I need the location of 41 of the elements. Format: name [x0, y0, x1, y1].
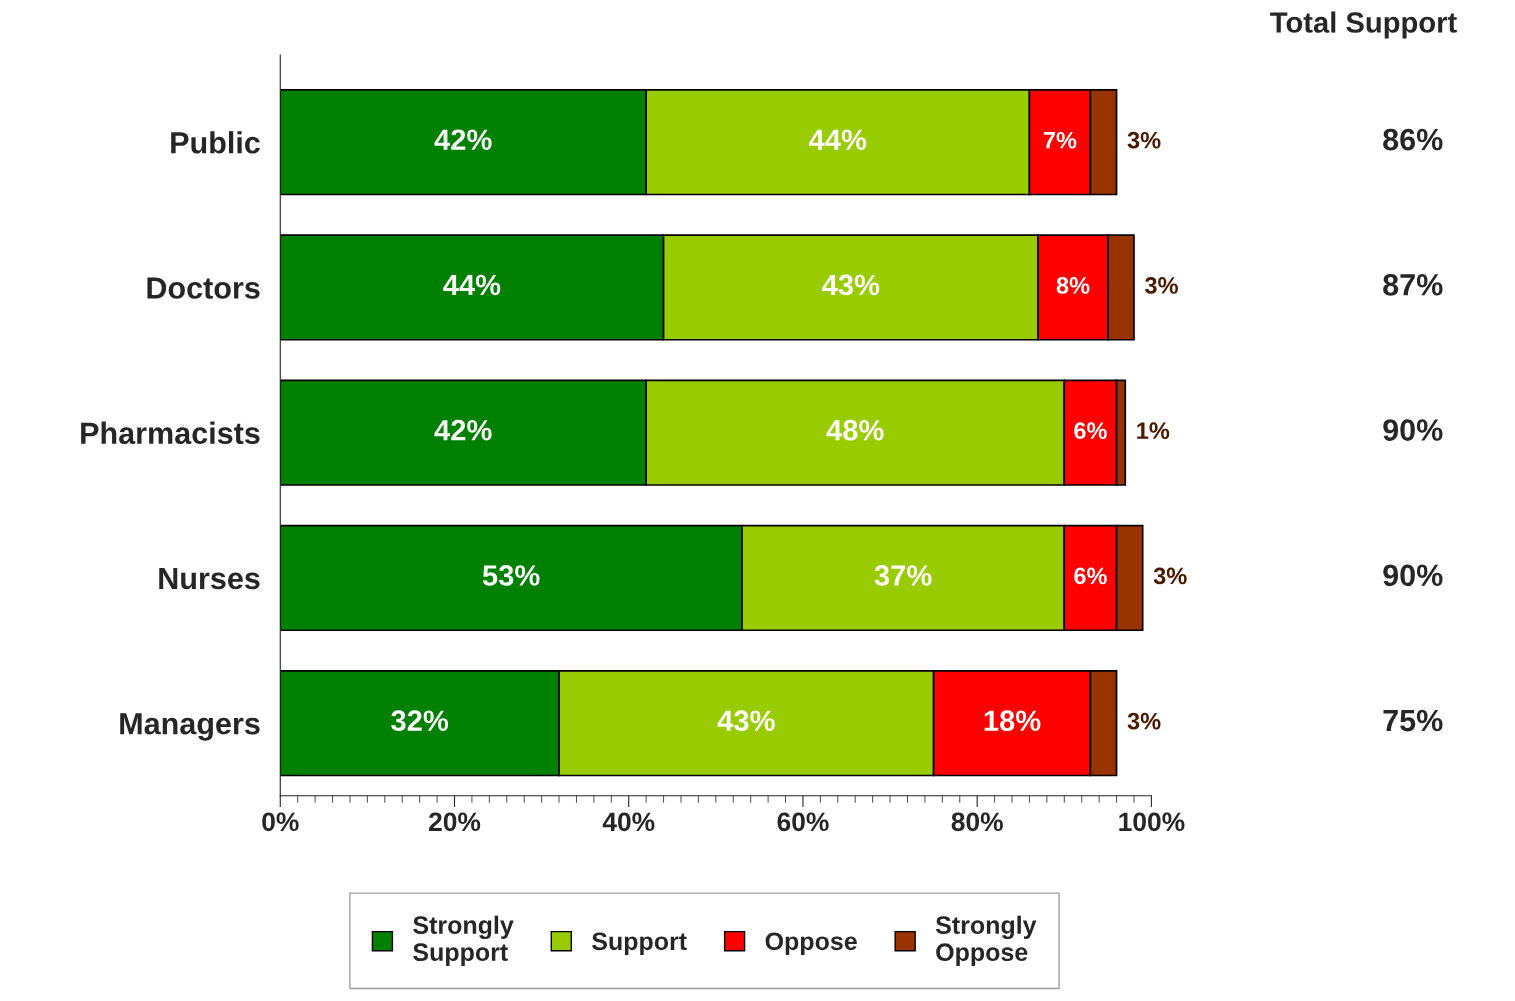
text: 90%	[1383, 564, 1443, 587]
legend-label: Strongly Oppose	[935, 915, 1037, 966]
data-label: 44%	[809, 129, 867, 150]
text: 90%	[1383, 419, 1443, 441]
text: 75%	[1383, 709, 1443, 732]
data-label: 3%	[1144, 277, 1178, 294]
data-label: 1%	[1137, 422, 1170, 439]
data-label: 48%	[826, 419, 884, 441]
data-label: 53%	[482, 565, 540, 586]
x-tick-label: 80%	[951, 812, 1003, 832]
text: 87%	[1383, 274, 1443, 296]
x-tick-label: 40%	[602, 812, 655, 832]
data-label: 43%	[717, 710, 775, 732]
x-tick-label: 20%	[429, 812, 481, 832]
data-label: 32%	[391, 710, 449, 732]
data-label: 6%	[1074, 422, 1107, 440]
x-tick-label: 60%	[777, 812, 829, 832]
y-tick-label: Nurses	[159, 567, 260, 590]
text: 86%	[1383, 128, 1443, 151]
y-tick-label: Managers	[120, 713, 260, 741]
legend-label: Strongly Support	[413, 915, 514, 966]
data-label: 6%	[1074, 567, 1107, 585]
data-label: 37%	[874, 565, 932, 586]
y-tick-label: Doctors	[147, 277, 260, 299]
data-label: 3%	[1127, 712, 1161, 730]
text: Total Support	[1270, 11, 1457, 39]
data-label: 18%	[984, 710, 1041, 731]
data-label: 44%	[443, 274, 501, 296]
data-label: 3%	[1127, 131, 1161, 149]
data-label: 42%	[434, 419, 492, 441]
data-label: 8%	[1056, 277, 1090, 294]
legend-label: Support	[592, 932, 687, 956]
legend-label: Oppose	[765, 932, 857, 956]
data-label: 42%	[434, 129, 492, 150]
x-tick-label: 100%	[1119, 812, 1185, 832]
x-tick-label: 0%	[262, 812, 299, 832]
y-tick-label: Public	[171, 131, 260, 154]
data-label: 43%	[822, 274, 880, 296]
y-tick-label: Pharmacists	[81, 421, 260, 445]
data-label: 7%	[1043, 131, 1077, 149]
data-label: 3%	[1153, 567, 1187, 585]
